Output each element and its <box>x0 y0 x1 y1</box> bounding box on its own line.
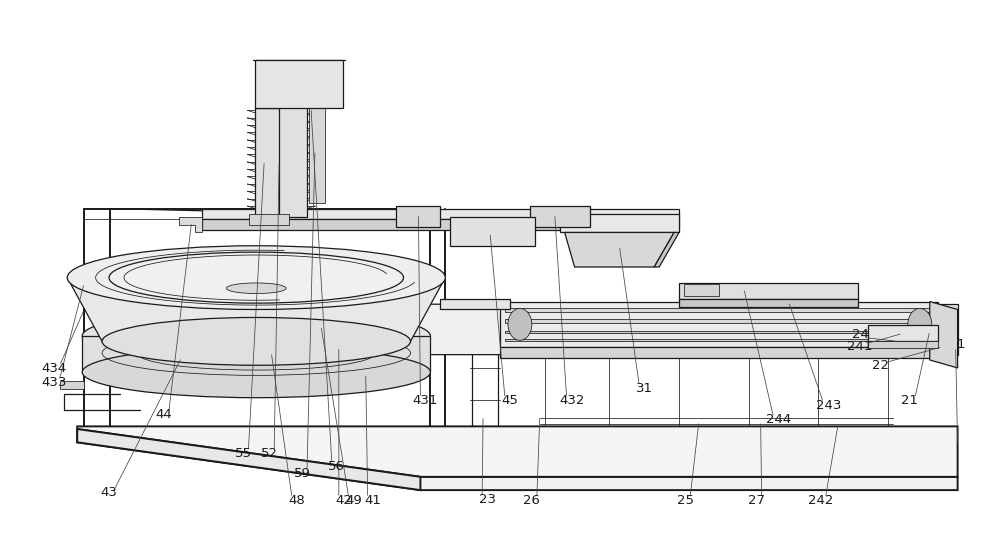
Polygon shape <box>505 319 933 323</box>
Text: 49: 49 <box>345 494 362 507</box>
Ellipse shape <box>82 310 430 363</box>
Text: 23: 23 <box>479 493 496 506</box>
Polygon shape <box>255 108 283 216</box>
Text: 55: 55 <box>235 447 252 460</box>
Ellipse shape <box>67 246 445 310</box>
Polygon shape <box>654 232 679 267</box>
Polygon shape <box>60 381 84 389</box>
Ellipse shape <box>102 318 410 365</box>
Polygon shape <box>77 426 958 477</box>
Ellipse shape <box>82 347 430 398</box>
Polygon shape <box>679 299 858 307</box>
Polygon shape <box>505 331 933 333</box>
Text: 48: 48 <box>289 494 305 507</box>
Polygon shape <box>505 339 933 341</box>
Ellipse shape <box>908 309 932 340</box>
Polygon shape <box>202 209 679 219</box>
Polygon shape <box>396 206 440 227</box>
Text: 26: 26 <box>523 494 540 507</box>
Polygon shape <box>97 304 938 355</box>
Polygon shape <box>77 429 958 490</box>
Polygon shape <box>560 214 679 232</box>
Polygon shape <box>930 302 958 368</box>
Text: 52: 52 <box>261 447 278 460</box>
Polygon shape <box>255 60 343 108</box>
Polygon shape <box>440 299 510 310</box>
Polygon shape <box>938 304 958 355</box>
Text: 1: 1 <box>956 337 965 350</box>
Polygon shape <box>249 214 289 224</box>
Text: 44: 44 <box>155 408 172 421</box>
Polygon shape <box>500 302 938 347</box>
Polygon shape <box>565 232 674 267</box>
Text: 244: 244 <box>766 413 791 427</box>
Polygon shape <box>77 429 420 490</box>
Text: 433: 433 <box>42 376 67 389</box>
Polygon shape <box>450 216 535 246</box>
Text: 56: 56 <box>328 460 345 473</box>
Polygon shape <box>67 278 445 341</box>
Text: 41: 41 <box>364 494 381 507</box>
Text: 243: 243 <box>816 398 841 412</box>
Polygon shape <box>279 97 307 216</box>
Text: 242: 242 <box>808 494 833 507</box>
Polygon shape <box>679 283 858 299</box>
Ellipse shape <box>508 309 532 340</box>
Polygon shape <box>82 336 430 372</box>
Text: 27: 27 <box>748 494 765 507</box>
Ellipse shape <box>109 252 404 303</box>
Text: 25: 25 <box>677 494 694 507</box>
Polygon shape <box>179 216 202 232</box>
Text: 22: 22 <box>872 359 889 372</box>
Polygon shape <box>868 341 938 348</box>
Polygon shape <box>684 284 719 296</box>
Text: 24: 24 <box>852 328 869 342</box>
Text: 434: 434 <box>42 363 67 375</box>
Text: 31: 31 <box>636 382 653 395</box>
Text: 431: 431 <box>413 395 438 407</box>
Text: 45: 45 <box>502 395 518 407</box>
Polygon shape <box>97 318 420 368</box>
Polygon shape <box>202 219 679 230</box>
Ellipse shape <box>226 283 286 294</box>
Text: 59: 59 <box>294 467 310 480</box>
Text: 432: 432 <box>559 395 584 407</box>
Polygon shape <box>505 309 933 312</box>
Polygon shape <box>500 347 938 358</box>
Polygon shape <box>530 206 590 227</box>
Text: 43: 43 <box>101 486 117 499</box>
Text: 42: 42 <box>335 494 352 507</box>
Polygon shape <box>868 325 938 341</box>
Polygon shape <box>309 92 325 203</box>
Text: 21: 21 <box>901 395 918 407</box>
Text: 241: 241 <box>847 340 873 353</box>
